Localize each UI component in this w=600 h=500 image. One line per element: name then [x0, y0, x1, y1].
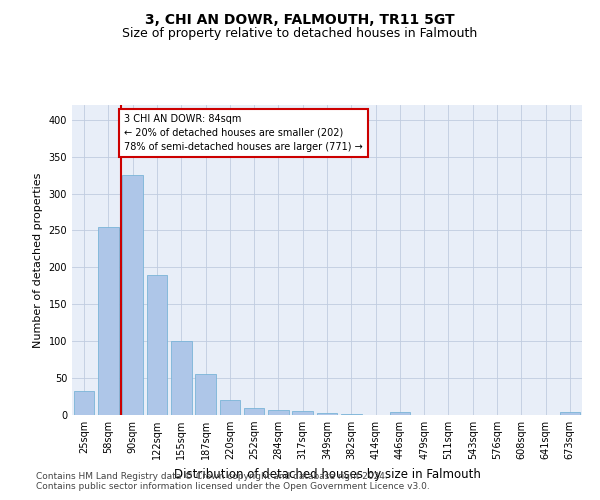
Bar [220, 400, 240, 415]
X-axis label: Distribution of detached houses by size in Falmouth: Distribution of detached houses by size … [173, 468, 481, 480]
Bar [122, 175, 143, 415]
Bar [195, 374, 216, 415]
Text: Contains HM Land Registry data © Crown copyright and database right 2024.: Contains HM Land Registry data © Crown c… [36, 472, 388, 481]
Text: 3, CHI AN DOWR, FALMOUTH, TR11 5GT: 3, CHI AN DOWR, FALMOUTH, TR11 5GT [145, 12, 455, 26]
Bar [560, 412, 580, 415]
Text: Contains public sector information licensed under the Open Government Licence v3: Contains public sector information licen… [36, 482, 430, 491]
Bar [268, 410, 289, 415]
Bar [74, 392, 94, 415]
Bar [389, 412, 410, 415]
Text: Size of property relative to detached houses in Falmouth: Size of property relative to detached ho… [122, 28, 478, 40]
Bar [146, 275, 167, 415]
Bar [244, 408, 265, 415]
Y-axis label: Number of detached properties: Number of detached properties [33, 172, 43, 348]
Text: 3 CHI AN DOWR: 84sqm
← 20% of detached houses are smaller (202)
78% of semi-deta: 3 CHI AN DOWR: 84sqm ← 20% of detached h… [124, 114, 363, 152]
Bar [292, 410, 313, 415]
Bar [171, 341, 191, 415]
Bar [317, 413, 337, 415]
Bar [98, 227, 119, 415]
Bar [341, 414, 362, 415]
